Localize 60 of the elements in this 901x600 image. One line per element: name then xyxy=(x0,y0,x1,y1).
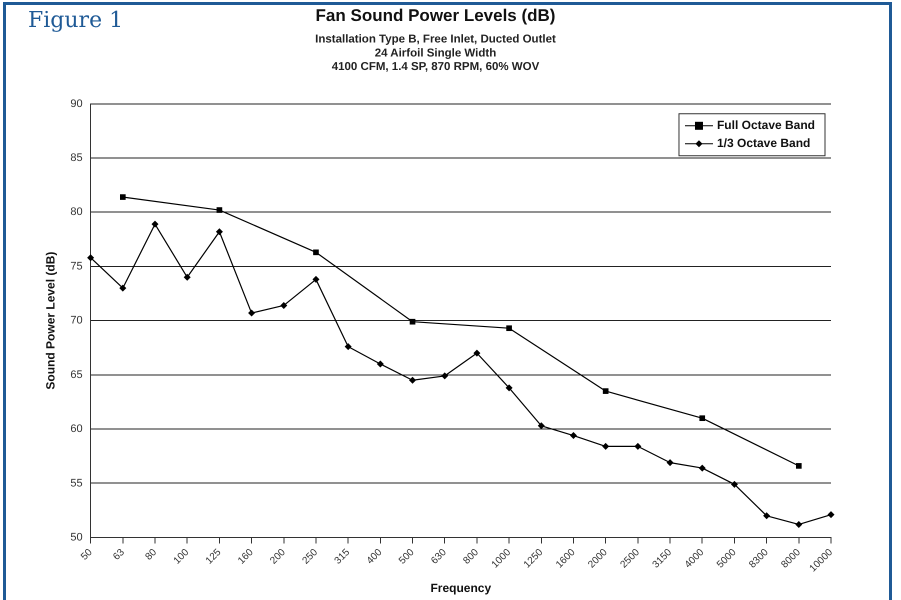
point xyxy=(248,310,256,317)
legend-label: 1/3 Octave Band xyxy=(716,136,810,150)
y-axis-title: Sound Power Level (dB) xyxy=(44,252,58,390)
point xyxy=(699,415,706,422)
point xyxy=(698,464,706,472)
point xyxy=(152,220,159,228)
x-axis-title: Frequency xyxy=(430,581,492,596)
x-tick-label: 125 xyxy=(204,546,224,567)
x-tick-label: 500 xyxy=(397,546,417,567)
point xyxy=(602,388,608,394)
point xyxy=(795,520,802,528)
y-tick-label: 80 xyxy=(70,206,83,218)
point xyxy=(506,325,512,332)
point xyxy=(312,276,320,283)
point xyxy=(828,511,834,518)
point xyxy=(763,512,770,520)
point xyxy=(441,372,448,380)
point xyxy=(184,274,191,281)
y-tick-label: 65 xyxy=(70,368,83,381)
point xyxy=(313,250,319,256)
point xyxy=(730,480,738,488)
x-tick-label: 800 xyxy=(461,546,482,567)
point xyxy=(666,459,674,466)
y-tick-label: 50 xyxy=(70,531,83,544)
point xyxy=(602,442,610,450)
y-tick-label: 70 xyxy=(70,314,83,327)
point xyxy=(216,207,222,213)
chart-subtitle: Installation Type B, Free Inlet, Ducted Outlet 24 Airfoil Single Width 4100 CFM, 1.4 SP, 870 RPM, 60% WOV xyxy=(315,33,556,74)
point xyxy=(796,463,802,469)
x-tick-label: 200 xyxy=(268,546,288,567)
point xyxy=(410,318,416,325)
y-tick-label: 75 xyxy=(70,260,83,272)
chart-title: Fan Sound Power Levels (dB) xyxy=(316,6,556,25)
point xyxy=(119,284,126,292)
point xyxy=(473,350,480,357)
point xyxy=(216,228,223,236)
y-tick-label: 60 xyxy=(70,423,83,436)
point xyxy=(344,343,352,350)
x-tick-label: 100 xyxy=(172,546,192,567)
point xyxy=(120,194,126,200)
x-tick-label: 250 xyxy=(300,546,320,567)
y-tick-label: 90 xyxy=(70,98,83,110)
point xyxy=(538,422,545,430)
legend-label: Full Octave Band xyxy=(716,118,816,132)
point xyxy=(570,432,577,440)
y-tick-label: 55 xyxy=(70,477,83,490)
point xyxy=(506,384,513,392)
caption: Figure 1 xyxy=(28,8,124,33)
x-tick-label: 315 xyxy=(332,546,353,567)
point xyxy=(87,254,94,262)
x-tick-label: 160 xyxy=(236,546,256,567)
point xyxy=(634,442,642,450)
x-tick-label: 630 xyxy=(429,546,450,567)
x-tick-label: 63 xyxy=(111,546,128,563)
x-tick-label: 400 xyxy=(364,546,385,567)
x-tick-label: 80 xyxy=(143,546,160,563)
y-tick-label: 85 xyxy=(70,152,83,164)
point xyxy=(409,376,416,384)
point xyxy=(376,360,384,368)
point xyxy=(280,302,288,309)
